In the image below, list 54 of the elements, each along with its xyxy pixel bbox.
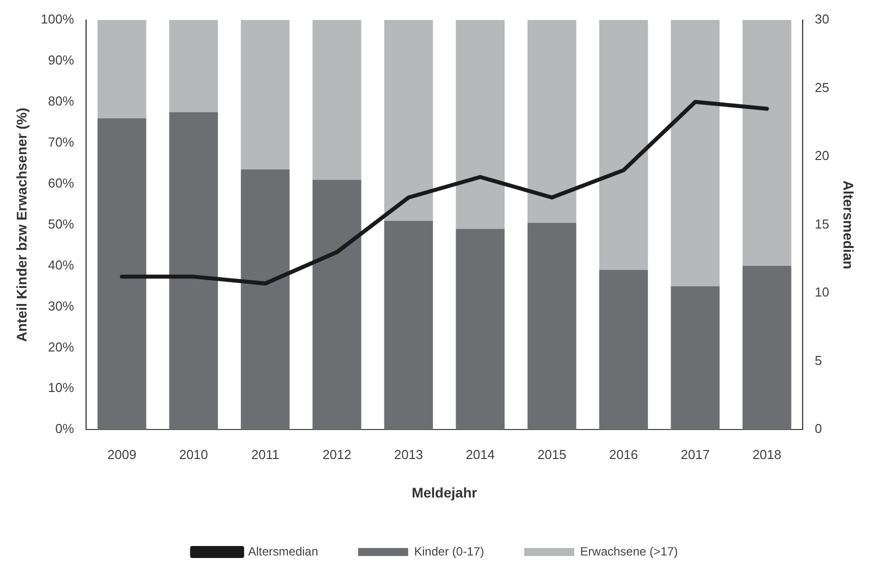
y2-tick-label: 30 [814, 12, 830, 27]
bar [240, 20, 290, 170]
y-tick-label: 40% [48, 257, 74, 272]
bar [456, 228, 505, 430]
y2-axis-title: Altersmedian [840, 180, 857, 270]
y-tick-label: 20% [48, 339, 74, 354]
x-tick-label: 2014 [466, 446, 495, 462]
x-tick-label: 2010 [179, 446, 208, 462]
x-tick-label: 2018 [752, 446, 782, 462]
x-tick-label: 2017 [680, 446, 710, 462]
y-tick-label: 100% [40, 12, 74, 27]
y2-tick-label: 10 [814, 284, 830, 300]
y2-tick-label: 0 [814, 421, 822, 436]
x-tick-label: 2011 [251, 446, 280, 462]
bar [312, 180, 362, 430]
bar [528, 20, 576, 223]
bar [456, 20, 505, 229]
y-tick-label: 50% [48, 216, 74, 232]
bar [742, 266, 792, 430]
x-tick-label: 2016 [609, 446, 638, 462]
bar [98, 20, 146, 118]
y2-tick-label: 20 [814, 148, 830, 164]
y2-tick-label: 25 [814, 80, 830, 95]
bar [384, 20, 433, 221]
x-tick-label: 2009 [107, 446, 136, 462]
y-axis-title: Anteil Kinder bzw Erwachsener (%) [13, 108, 30, 342]
x-axis-title: Meldejahr [412, 484, 478, 500]
bar [670, 286, 720, 430]
y2-tick-label: 5 [814, 352, 822, 368]
bar [384, 220, 433, 430]
x-tick-label: 2015 [537, 446, 566, 462]
bar [599, 20, 648, 270]
legend-label: Altersmedian [248, 544, 318, 558]
y2-tick-label: 15 [814, 216, 830, 232]
bar [169, 20, 218, 112]
bar [670, 20, 720, 286]
x-tick-label: 2013 [394, 446, 424, 462]
y-tick-label: 10% [48, 380, 74, 396]
y-tick-label: 90% [48, 52, 74, 68]
bar [98, 118, 146, 430]
bar [742, 20, 792, 266]
bar [169, 112, 218, 430]
legend-label: Kinder (0-17) [414, 544, 484, 558]
bar [528, 222, 576, 430]
bar [599, 270, 648, 430]
x-tick-label: 2012 [322, 446, 352, 462]
y-tick-label: 60% [48, 175, 74, 190]
bar [240, 170, 290, 430]
y-tick-label: 0% [55, 421, 74, 436]
legend-label: Erwachsene (>17) [580, 544, 678, 558]
y-tick-label: 70% [48, 134, 74, 150]
bar [312, 20, 362, 180]
y-tick-label: 30% [48, 298, 74, 314]
y-tick-label: 80% [48, 94, 74, 108]
